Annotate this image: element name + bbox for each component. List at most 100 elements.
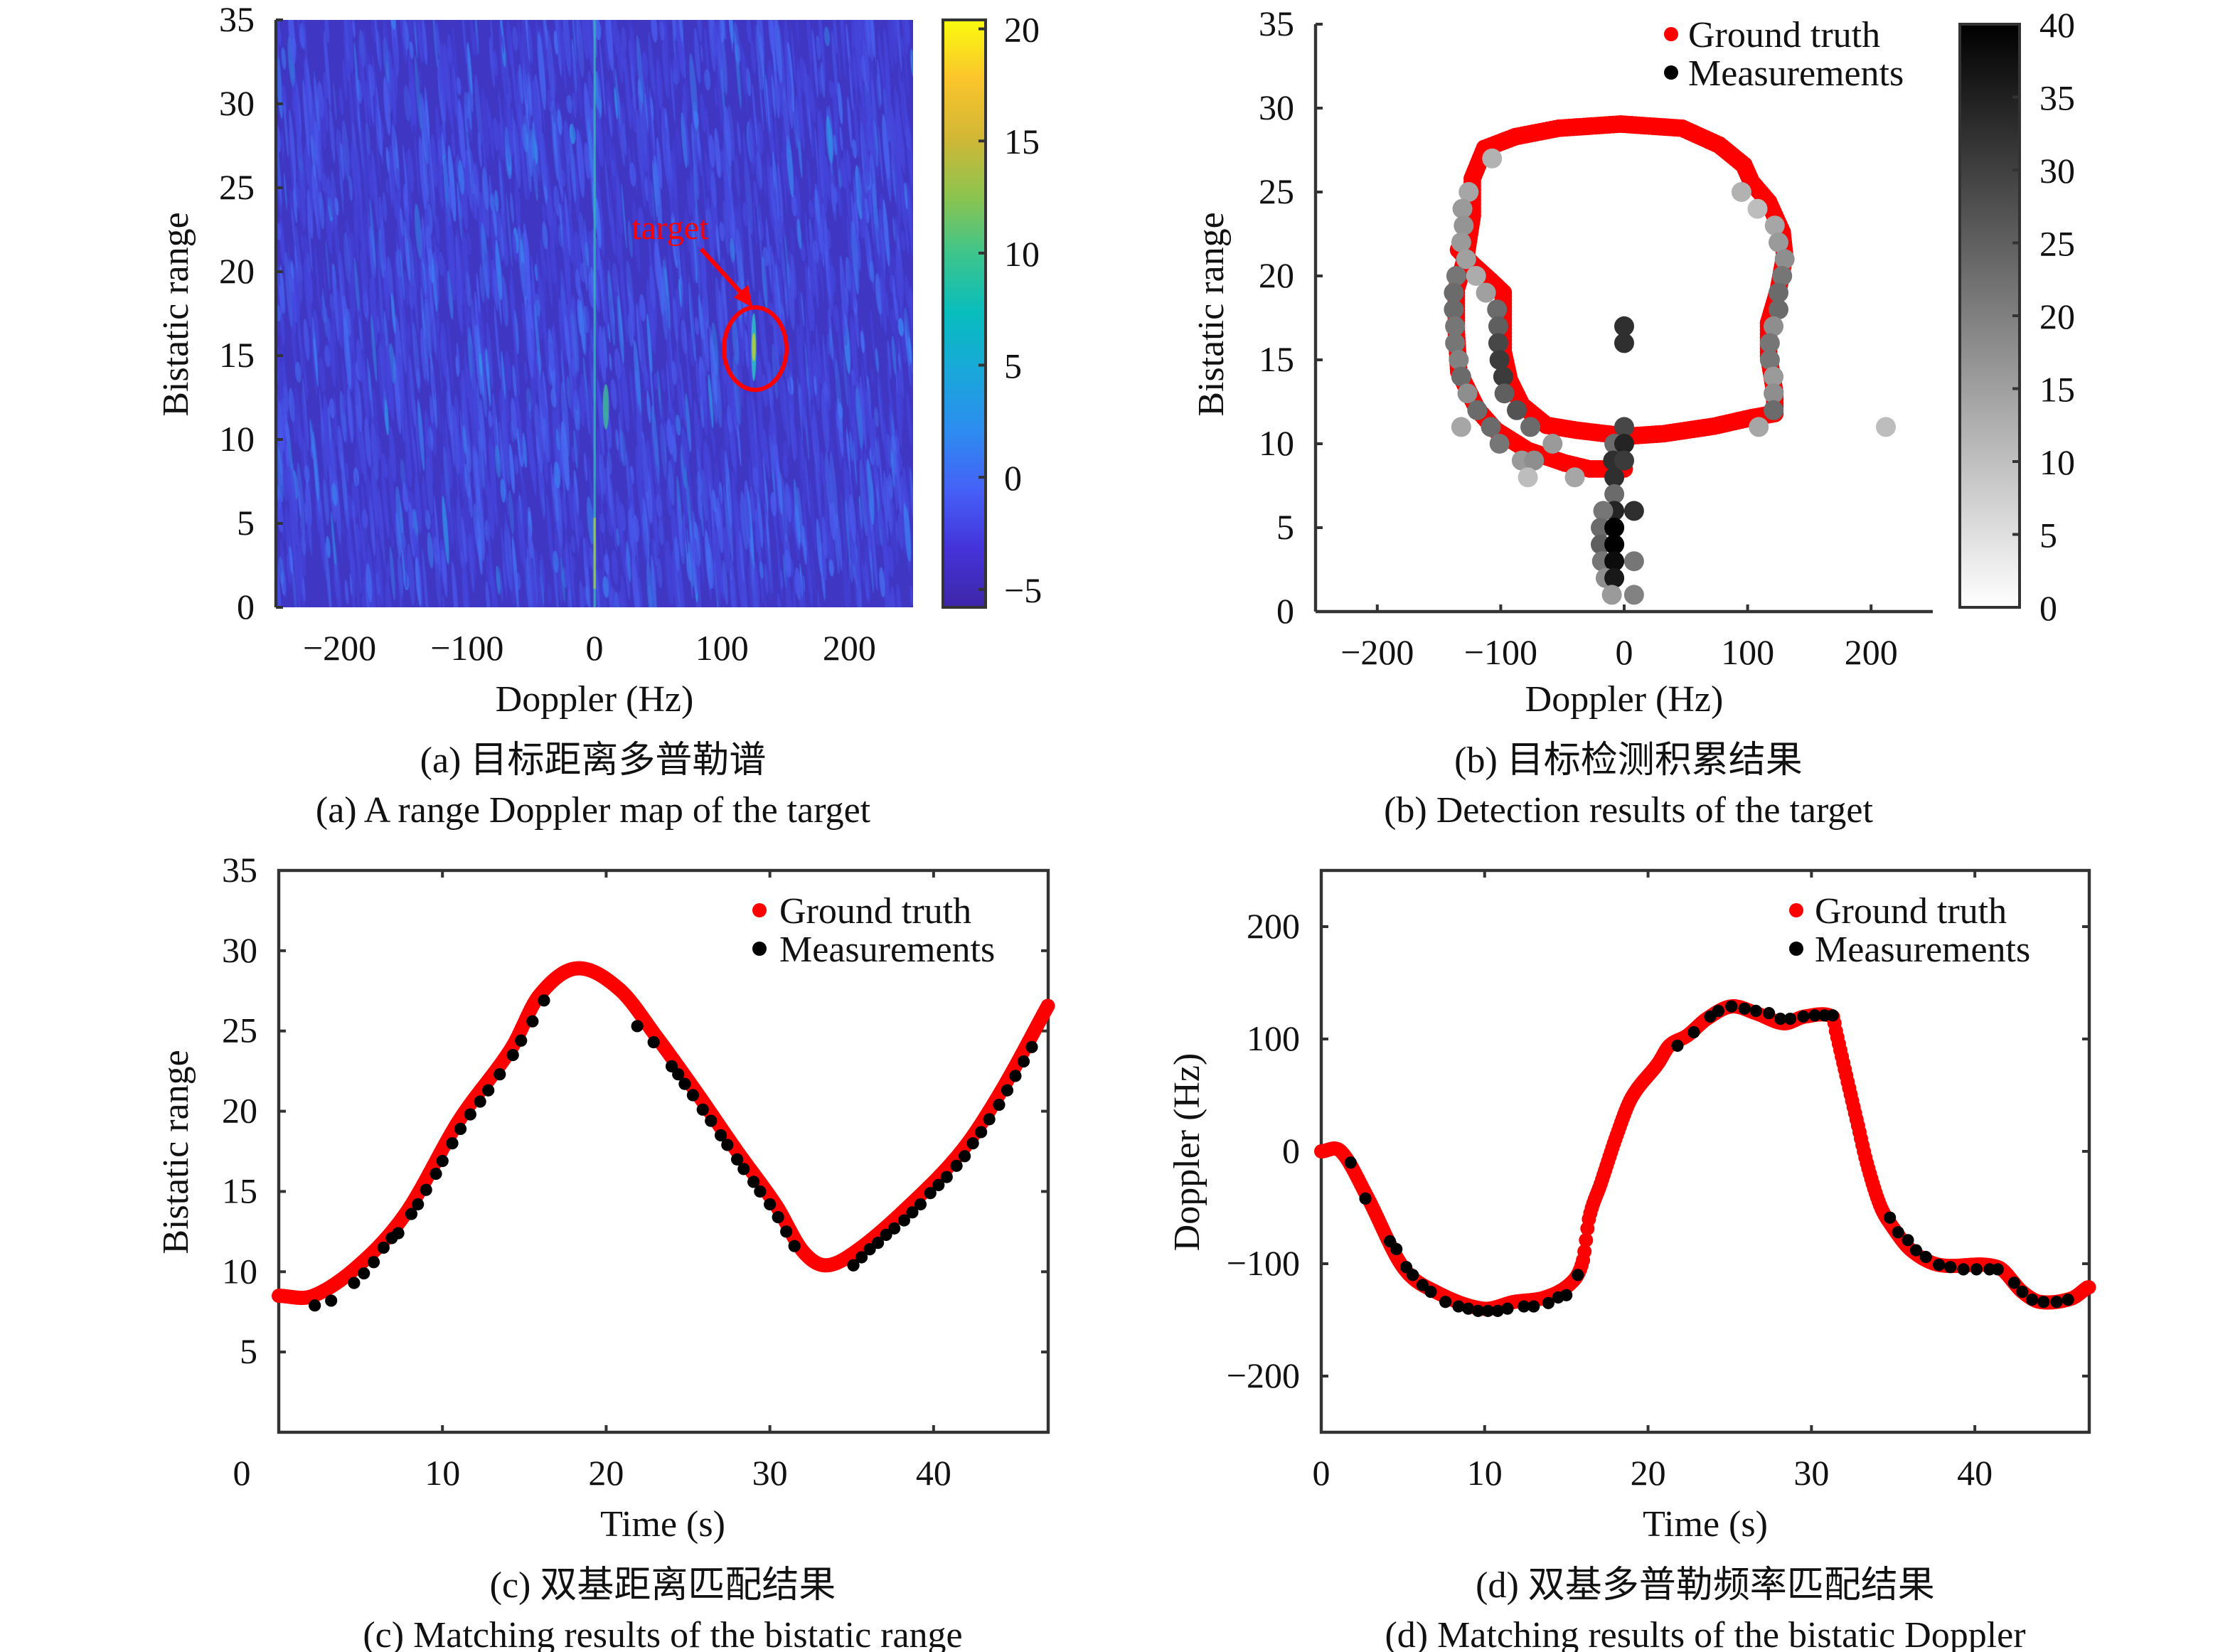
measurement-point (906, 1206, 919, 1219)
measurement-point (1501, 1302, 1514, 1315)
colorbar-tick-label: 20 (2039, 297, 2075, 336)
colorbar-a: −5 0 5 10 15 20 (942, 10, 1042, 610)
measurement-point (1991, 1263, 2004, 1276)
measurement-point (932, 1178, 945, 1191)
measurement-point (863, 1243, 876, 1256)
measurement-point (1481, 417, 1501, 437)
measurement-point (1564, 467, 1585, 488)
measurement-point (1769, 299, 1788, 320)
measurement-point (1749, 1004, 1762, 1018)
axes-d: −200 −100 0 100 200 0 10 20 30 40 Time (s) Doppler … (1167, 868, 2091, 1545)
measurement-point (1518, 467, 1538, 488)
caption-b-zh: (b) 目标检测积累结果 (1454, 740, 1803, 781)
measurement-point (747, 1176, 760, 1188)
measurement-point (1439, 1296, 1452, 1309)
panel-d: −200 −100 0 100 200 0 10 20 30 40 Time (s) Doppler … (1167, 868, 2096, 1545)
measurement-point (1451, 232, 1471, 252)
measurement-point (983, 1113, 996, 1126)
measurement-point (1506, 400, 1527, 420)
measurement-point (1614, 333, 1634, 353)
caption-d-en: (d) Matching results of the bistatic Dop… (1385, 1615, 2025, 1652)
measurement-point (1892, 1226, 1904, 1239)
measurement-point (1488, 316, 1508, 336)
measurement-point (772, 1210, 784, 1224)
measurement-point (1466, 266, 1486, 286)
measurement-point (1489, 434, 1510, 454)
measurement-point (1493, 366, 1513, 387)
x-axis-label: Doppler (Hz) (1525, 679, 1724, 720)
measurement-point (1764, 316, 1784, 336)
x-axis-label: Time (s) (1643, 1504, 1768, 1545)
measurement-point (367, 1256, 380, 1269)
y-tick-label: 10 (222, 1251, 257, 1291)
measurement-point (1444, 299, 1464, 320)
measurement-point (1957, 1263, 1970, 1276)
y-tick-label: 20 (1259, 255, 1294, 295)
colorbar-tick-label: 30 (2039, 151, 2075, 191)
measurement-point (966, 1137, 979, 1150)
measurement-point (1444, 282, 1464, 303)
measurement-point (1481, 1304, 1494, 1317)
ground-truth-point (2081, 1280, 2096, 1295)
measurement-point (1884, 1211, 1897, 1224)
ground-truth-point (1579, 1232, 1594, 1247)
y-tick-label: 20 (219, 251, 255, 291)
measurement-point (515, 1034, 528, 1047)
measurement-point (2037, 1296, 2050, 1309)
colorbar-b: 0 5 10 15 20 25 30 35 40 (1958, 5, 2075, 628)
y-axis-label: Bistatic range (156, 212, 196, 416)
x-tick-label: 0 (1616, 632, 1633, 672)
caption-c-en: (c) Matching results of the bistatic ran… (363, 1615, 962, 1652)
measurement-point (392, 1227, 405, 1240)
y-tick-label: 30 (219, 83, 255, 123)
measurement-point (1604, 484, 1625, 504)
measurement-point (1614, 316, 1634, 336)
measurement-point (1487, 299, 1508, 320)
x-tick-label: −200 (303, 628, 376, 668)
measurement-point (764, 1198, 777, 1211)
measurement-point (647, 1035, 660, 1049)
measurement-point (1772, 266, 1793, 286)
measurement-point (1542, 1296, 1555, 1309)
legend-label-measurements: Measurements (1688, 53, 1904, 94)
colorbar-gradient (1958, 23, 2021, 609)
x-tick-label: 30 (1793, 1453, 1829, 1493)
measurement-point (1524, 450, 1545, 471)
measurement-point (721, 1139, 734, 1151)
measurement-point (1407, 1269, 1419, 1281)
legend-marker-ground-truth (1789, 903, 1803, 917)
measurement-point (1518, 1300, 1530, 1313)
measurement-point (1445, 316, 1466, 336)
y-tick-label: 0 (1282, 1131, 1300, 1171)
measurement-point (975, 1126, 988, 1139)
measurement-point (1909, 1244, 1923, 1257)
measurement-point (405, 1208, 418, 1220)
colorbar-tick-label: 10 (2039, 442, 2075, 482)
legend-label-ground-truth: Ground truth (779, 891, 971, 932)
measurement-point (1747, 198, 1768, 219)
legend-label-ground-truth: Ground truth (1688, 15, 1880, 55)
measurement-point (1808, 1009, 1821, 1022)
measurement-point (1527, 1300, 1540, 1313)
measurement-point (1446, 266, 1466, 286)
ground-truth-series (272, 961, 1055, 1305)
y-tick-label: 200 (1247, 906, 1300, 946)
measurement-point (1424, 1285, 1437, 1299)
measurement-point (631, 1020, 644, 1033)
x-tick-label: 100 (1721, 632, 1774, 672)
x-tick-label: 10 (1467, 1453, 1503, 1493)
measurement-point (1467, 400, 1488, 420)
caption-d-zh: (d) 双基多普勒频率匹配结果 (1476, 1565, 1935, 1606)
measurement-point (993, 1098, 1006, 1112)
measurement-point (1725, 1000, 1738, 1013)
colorbar-tick-label: 35 (2039, 78, 2075, 118)
measurement-point (1749, 417, 1769, 437)
y-axis-label: Bistatic range (1191, 212, 1232, 416)
x-tick-label: 10 (425, 1453, 460, 1493)
measurement-point (1769, 282, 1788, 303)
measurement-point (1604, 551, 1625, 572)
range-doppler-heatmap (276, 20, 913, 607)
measurement-point (1451, 417, 1471, 437)
